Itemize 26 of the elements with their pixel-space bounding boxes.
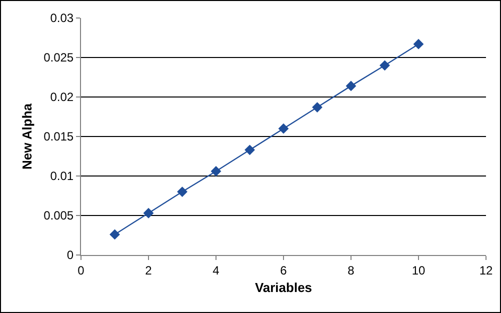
x-axis-title: Variables [254,280,312,295]
x-tick-label: 0 [78,263,85,278]
y-tick-label: 0 [66,248,74,262]
point [210,166,222,176]
y-tick-label: 0.01 [50,169,74,184]
y-tick-label: 0.025 [44,50,74,65]
point [380,60,390,71]
y-tick-label: 0.02 [50,90,74,104]
point [244,144,255,156]
point [110,229,120,240]
point [278,123,289,134]
x-tick-label: 8 [348,263,355,278]
x-tick-label: 10 [412,263,426,278]
point [346,80,356,92]
y-tick-label: 0.005 [44,208,74,223]
point [312,102,322,112]
x-tick-label: 2 [145,263,152,278]
x-tick-label: 12 [479,263,493,278]
y-axis-title: New Alpha [20,102,35,170]
point [413,38,424,50]
y-tick-label: 0.03 [50,11,74,26]
x-tick-label: 6 [280,263,288,278]
y-tick-label: 0.015 [44,130,74,144]
point [177,186,188,197]
x-tick-label: 4 [212,263,220,278]
point [143,208,154,218]
